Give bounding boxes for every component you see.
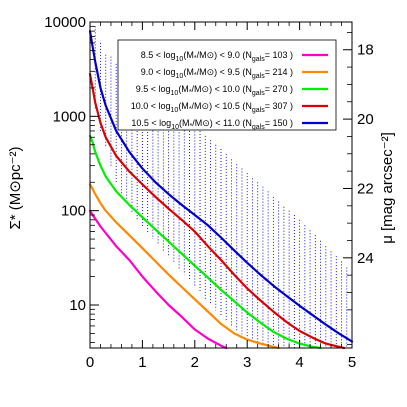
series-line-10p5-11p0 <box>88 30 354 343</box>
y-right-tick-label-20: 20 <box>357 111 374 128</box>
y-tick-label-10000: 10000 <box>44 14 86 31</box>
legend-entry-1: 9.0 < log10(M*/M⊙) < 9.5 (Ngals= 214 ) <box>141 67 328 80</box>
series-line-9p0-9p5 <box>88 183 280 350</box>
series-layer <box>88 30 354 350</box>
x-tick-label-0: 0 <box>86 354 94 371</box>
y-tick-label-1000: 1000 <box>53 108 86 125</box>
tick-layer: 0 1 2 3 4 5 10 100 1000 10000 18 20 22 24 <box>44 14 373 371</box>
legend: 8.5 < log10(M*/M⊙) < 9.0 (Ngals= 103 ) 9.… <box>117 39 337 131</box>
series-line-10p0-10p5 <box>88 73 346 350</box>
y-tick-label-10: 10 <box>69 297 86 314</box>
y-axis-right-title: μ [mag arcsec⁻²] <box>379 132 396 244</box>
y-right-tick-label-22: 22 <box>357 180 374 197</box>
x-tick-label-2: 2 <box>191 354 199 371</box>
series-line-9p5-10p0 <box>88 134 322 350</box>
x-tick-label-5: 5 <box>348 354 356 371</box>
y-tick-label-100: 100 <box>61 203 86 220</box>
series-line-8p5-9p0 <box>88 209 228 350</box>
legend-label-1: 9.0 < log10(M*/M⊙) < 9.5 (Ngals= 214 ) <box>141 67 293 80</box>
x-tick-label-3: 3 <box>243 354 251 371</box>
legend-entry-3: 10.0 < log10(M*/M⊙) < 10.5 (Ngals= 307 ) <box>131 101 328 114</box>
x-tick-label-1: 1 <box>138 354 146 371</box>
y-right-tick-label-18: 18 <box>357 42 374 59</box>
legend-entry-2: 9.5 < log10(M*/M⊙) < 10.0 (Ngals= 270 ) <box>136 84 328 97</box>
legend-entry-4: 10.5 < log10(M*/M⊙) < 11.0 (Ngals= 150 ) <box>131 118 328 131</box>
legend-label-4: 10.5 < log10(M*/M⊙) < 11.0 (Ngals= 150 ) <box>131 118 293 131</box>
legend-entry-0: 8.5 < log10(M*/M⊙) < 9.0 (Ngals= 103 ) <box>141 50 328 63</box>
legend-label-3: 10.0 < log10(M*/M⊙) < 10.5 (Ngals= 307 ) <box>131 101 293 114</box>
plot-frame <box>89 21 353 349</box>
legend-label-0: 8.5 < log10(M*/M⊙) < 9.0 (Ngals= 103 ) <box>141 50 293 63</box>
y-right-tick-label-24: 24 <box>357 250 374 267</box>
y-axis-left-title: Σ* (M⊙pc⁻²) <box>7 146 24 229</box>
x-tick-label-4: 4 <box>295 354 303 371</box>
legend-box <box>117 39 337 131</box>
legend-label-2: 9.5 < log10(M*/M⊙) < 10.0 (Ngals= 270 ) <box>136 84 293 97</box>
